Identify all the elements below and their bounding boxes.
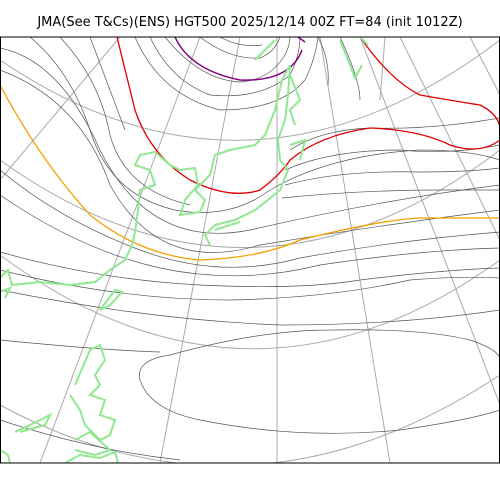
contour-orange bbox=[0, 84, 500, 261]
graticule-meridians bbox=[0, 37, 500, 463]
contour-red-north bbox=[359, 37, 500, 131]
coastlines bbox=[0, 37, 369, 463]
contour-red-west bbox=[116, 37, 500, 194]
height-contours bbox=[0, 37, 500, 461]
contour-purple-north bbox=[297, 37, 306, 43]
map-title: JMA(See T&Cs)(ENS) HGT500 2025/12/14 00Z… bbox=[37, 15, 463, 30]
map-background bbox=[0, 37, 500, 463]
graticule-parallels bbox=[0, 37, 500, 463]
